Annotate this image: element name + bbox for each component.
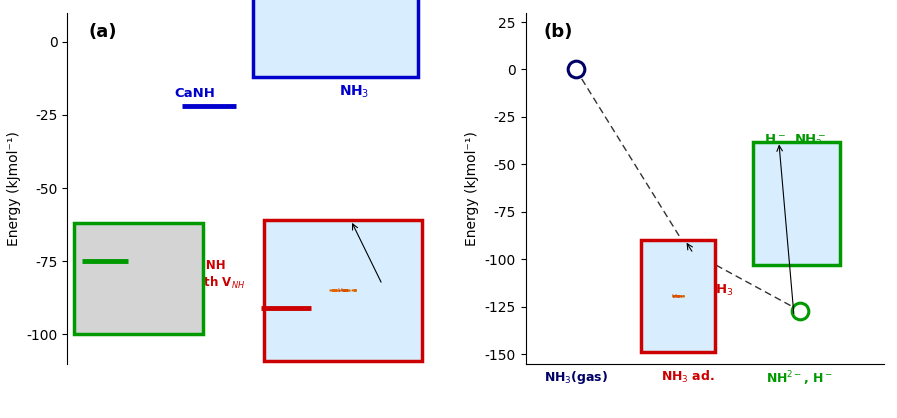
Text: NH$_3$: NH$_3$ xyxy=(353,263,384,279)
Text: Ni: Ni xyxy=(74,240,91,254)
Text: NH$_3$(gas): NH$_3$(gas) xyxy=(544,370,608,386)
FancyBboxPatch shape xyxy=(254,0,418,77)
Text: CaNH
with V$_{NH}$: CaNH with V$_{NH}$ xyxy=(189,259,245,291)
Text: NH$^{2-}$, H$^-$: NH$^{2-}$, H$^-$ xyxy=(766,370,833,388)
Text: H$^-$: H$^-$ xyxy=(764,133,786,146)
Text: $V_{NH}$: $V_{NH}$ xyxy=(336,286,349,295)
Text: $V_{NH}$: $V_{NH}$ xyxy=(671,292,684,301)
Text: (b): (b) xyxy=(544,23,573,41)
Text: NH$_3$: NH$_3$ xyxy=(704,283,734,298)
Text: NH$_3$: NH$_3$ xyxy=(339,84,370,100)
FancyBboxPatch shape xyxy=(640,240,715,352)
Text: NH$_2^-$: NH$_2^-$ xyxy=(794,133,826,149)
FancyBboxPatch shape xyxy=(753,142,840,265)
FancyBboxPatch shape xyxy=(265,220,422,361)
Text: CaNH: CaNH xyxy=(175,87,215,100)
FancyBboxPatch shape xyxy=(74,223,204,334)
Y-axis label: Energy (kJmol⁻¹): Energy (kJmol⁻¹) xyxy=(465,131,479,245)
Y-axis label: Energy (kJmol⁻¹): Energy (kJmol⁻¹) xyxy=(7,131,21,245)
Text: (a): (a) xyxy=(89,23,118,41)
Text: NH$_3$ ad.: NH$_3$ ad. xyxy=(661,370,715,385)
